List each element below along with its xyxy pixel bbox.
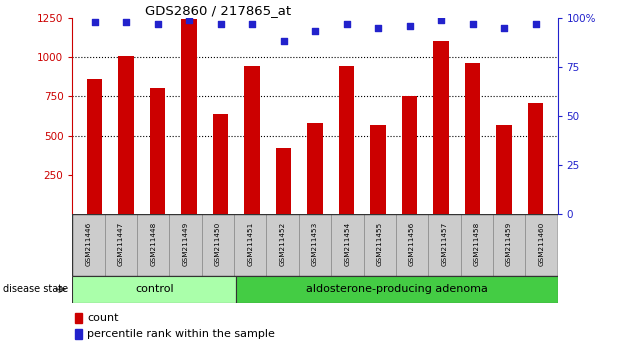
Bar [370, 125, 386, 214]
Text: GSM211460: GSM211460 [539, 222, 544, 266]
Bar [72, 276, 236, 303]
Bar [181, 19, 197, 214]
Text: GSM211453: GSM211453 [312, 222, 318, 266]
Point [499, 25, 509, 30]
Text: GSM211456: GSM211456 [409, 222, 415, 266]
Point [341, 21, 352, 27]
Bar [528, 103, 543, 214]
Text: GDS2860 / 217865_at: GDS2860 / 217865_at [145, 4, 291, 17]
Point [404, 23, 415, 28]
Bar [118, 56, 134, 214]
Text: GSM211452: GSM211452 [280, 222, 285, 266]
Bar [331, 214, 364, 276]
Text: GSM211457: GSM211457 [442, 222, 447, 266]
Text: GSM211446: GSM211446 [86, 222, 91, 266]
Bar [75, 329, 82, 339]
Bar [299, 214, 331, 276]
Bar [402, 96, 417, 214]
Bar [236, 276, 558, 303]
Bar [525, 214, 558, 276]
Text: GSM211454: GSM211454 [345, 222, 350, 266]
Bar [72, 214, 105, 276]
Bar [244, 67, 260, 214]
Text: control: control [135, 284, 174, 295]
Point [436, 17, 446, 23]
Bar [169, 214, 202, 276]
Point [89, 19, 100, 24]
Point [247, 21, 257, 27]
Bar [339, 67, 354, 214]
Text: GSM211447: GSM211447 [118, 222, 124, 266]
Bar [202, 214, 234, 276]
Bar [364, 214, 396, 276]
Point [373, 25, 383, 30]
Bar [461, 214, 493, 276]
Text: percentile rank within the sample: percentile rank within the sample [87, 329, 275, 339]
Bar [493, 214, 525, 276]
Point [184, 17, 194, 23]
Bar [150, 88, 165, 214]
Bar [465, 63, 480, 214]
Bar [496, 125, 512, 214]
Bar [276, 148, 291, 214]
Bar [137, 214, 169, 276]
Bar [266, 214, 299, 276]
Bar [105, 214, 137, 276]
Point [121, 19, 131, 24]
Bar [213, 114, 228, 214]
Bar [234, 214, 266, 276]
Bar [433, 41, 449, 214]
Text: GSM211448: GSM211448 [151, 222, 156, 266]
Point [278, 39, 289, 44]
Text: count: count [87, 313, 118, 323]
Bar [87, 79, 102, 214]
Point [530, 21, 541, 27]
Point [152, 21, 163, 27]
Bar [396, 214, 428, 276]
Bar [75, 313, 82, 323]
Bar [428, 214, 461, 276]
Bar [307, 123, 323, 214]
Point [310, 29, 320, 34]
Text: GSM211451: GSM211451 [248, 222, 253, 266]
Text: disease state: disease state [3, 284, 68, 295]
Text: aldosterone-producing adenoma: aldosterone-producing adenoma [306, 284, 488, 295]
Text: GSM211449: GSM211449 [183, 222, 188, 266]
Text: GSM211459: GSM211459 [506, 222, 512, 266]
Point [215, 21, 226, 27]
Text: GSM211455: GSM211455 [377, 222, 382, 266]
Text: GSM211450: GSM211450 [215, 222, 221, 266]
Point [467, 21, 478, 27]
Text: GSM211458: GSM211458 [474, 222, 479, 266]
